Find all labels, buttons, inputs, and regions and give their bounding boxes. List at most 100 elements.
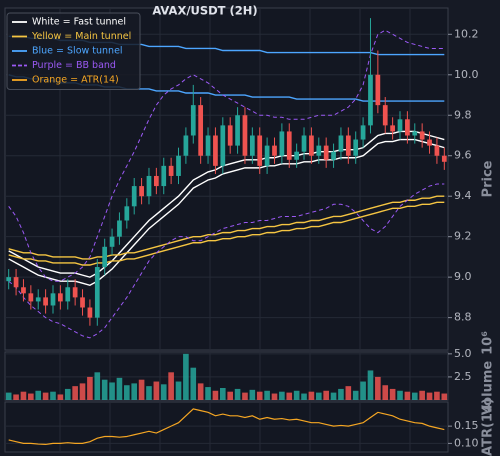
candle-body: [176, 155, 181, 176]
candle-body: [264, 145, 270, 166]
y-tick-label: 10.0: [454, 68, 479, 81]
chart-title: AVAX/USDT (2H): [152, 4, 257, 18]
candle-body: [242, 115, 248, 156]
volume-bar: [64, 388, 71, 400]
legend-label: White = Fast tunnel: [32, 17, 126, 28]
candle-body: [441, 155, 447, 162]
volume-bar: [360, 381, 366, 400]
volume-bar: [389, 388, 396, 400]
legend: White = Fast tunnel Yellow = Main tunnel B…: [6, 12, 141, 90]
volume-bar: [220, 388, 226, 400]
candle-body: [117, 220, 122, 237]
candle-body: [50, 293, 56, 306]
legend-label: Purple = BB band: [32, 60, 116, 71]
candle-body: [198, 105, 204, 156]
volume-bar: [345, 386, 352, 400]
volume-bar: [286, 392, 293, 400]
candle-body: [94, 267, 100, 318]
volume-bar: [264, 390, 270, 400]
panel: [4, 351, 449, 401]
y-tick-label: 0.10: [454, 436, 479, 449]
volume-bar: [234, 388, 241, 400]
volume-bar: [13, 394, 19, 400]
volume-bar: [411, 392, 418, 400]
candle-body: [190, 105, 196, 136]
candle-body: [13, 277, 19, 288]
y-tick-label: 5.0: [454, 347, 472, 360]
candle-body: [338, 135, 344, 152]
volume-bar: [271, 393, 278, 400]
candle-body: [6, 277, 12, 282]
volume-bar: [352, 390, 359, 400]
candle-body: [279, 131, 285, 156]
candle-body: [405, 119, 410, 136]
volume-bar: [94, 372, 101, 400]
volume-bar: [175, 381, 182, 400]
volume-bar: [79, 383, 86, 400]
volume-bar: [20, 391, 27, 400]
volume-bar: [308, 391, 315, 400]
volume-bar: [109, 382, 115, 400]
candle-body: [139, 186, 144, 197]
candle-body: [205, 135, 211, 156]
y-axis-label: Volume: [481, 361, 496, 416]
volume-bar: [190, 367, 197, 400]
volume-bar: [256, 391, 263, 400]
candle-body: [102, 246, 108, 268]
candle-body: [397, 119, 403, 132]
volume-bar: [419, 390, 425, 400]
volume-bar: [330, 392, 337, 400]
volume-bar: [87, 376, 93, 400]
volume-bar: [160, 384, 167, 400]
volume-bar: [227, 391, 233, 400]
candle-body: [375, 74, 381, 106]
volume-bar: [124, 385, 130, 400]
volume-bar: [146, 386, 152, 400]
candle-body: [353, 139, 359, 156]
volume-bar: [293, 390, 300, 400]
legend-box: [6, 12, 141, 90]
y-tick-label: 8.8: [454, 311, 472, 324]
volume-bar: [382, 385, 389, 400]
overlay-line: [8, 195, 445, 260]
candle-body: [272, 145, 277, 156]
candle-body: [131, 186, 137, 207]
candle-body: [146, 175, 152, 197]
y-tick-label: 9.6: [454, 149, 472, 162]
y-tick-label: 9.8: [454, 108, 472, 121]
candle-body: [161, 165, 167, 187]
y-axis-label: ATR(14): [481, 398, 496, 456]
candle-body: [153, 175, 159, 187]
candle-body: [168, 165, 174, 176]
volume-bar: [323, 390, 329, 400]
volume-bar: [35, 390, 42, 400]
legend-label: Orange = ATR(14): [32, 75, 119, 86]
candle-body: [286, 131, 292, 160]
volume-bar: [404, 391, 411, 400]
candle-body: [65, 287, 71, 302]
candle-body: [21, 287, 26, 294]
candle-body: [419, 131, 425, 140]
candle-body: [213, 135, 218, 166]
candle-body: [360, 125, 366, 140]
volume-bar: [153, 381, 160, 400]
overlay-line: [8, 201, 445, 266]
y-axis-label: Price: [481, 160, 496, 197]
candle-body: [368, 74, 373, 126]
overlay-line: [8, 183, 445, 339]
candle-body: [323, 145, 329, 160]
candle-body: [249, 135, 255, 156]
volume-bar: [205, 387, 211, 400]
volume-bar: [138, 379, 145, 400]
candle-body: [80, 297, 85, 308]
volume-bar: [131, 383, 138, 400]
volume-bar: [426, 392, 433, 400]
volume-bar: [434, 391, 440, 400]
candle-body: [331, 151, 336, 160]
candle-body: [235, 115, 240, 146]
candle-body: [124, 206, 130, 221]
volume-bar: [101, 379, 108, 400]
candle-body: [257, 135, 263, 166]
y-tick-label: 0.15: [454, 419, 479, 432]
volume-bar: [168, 372, 174, 400]
